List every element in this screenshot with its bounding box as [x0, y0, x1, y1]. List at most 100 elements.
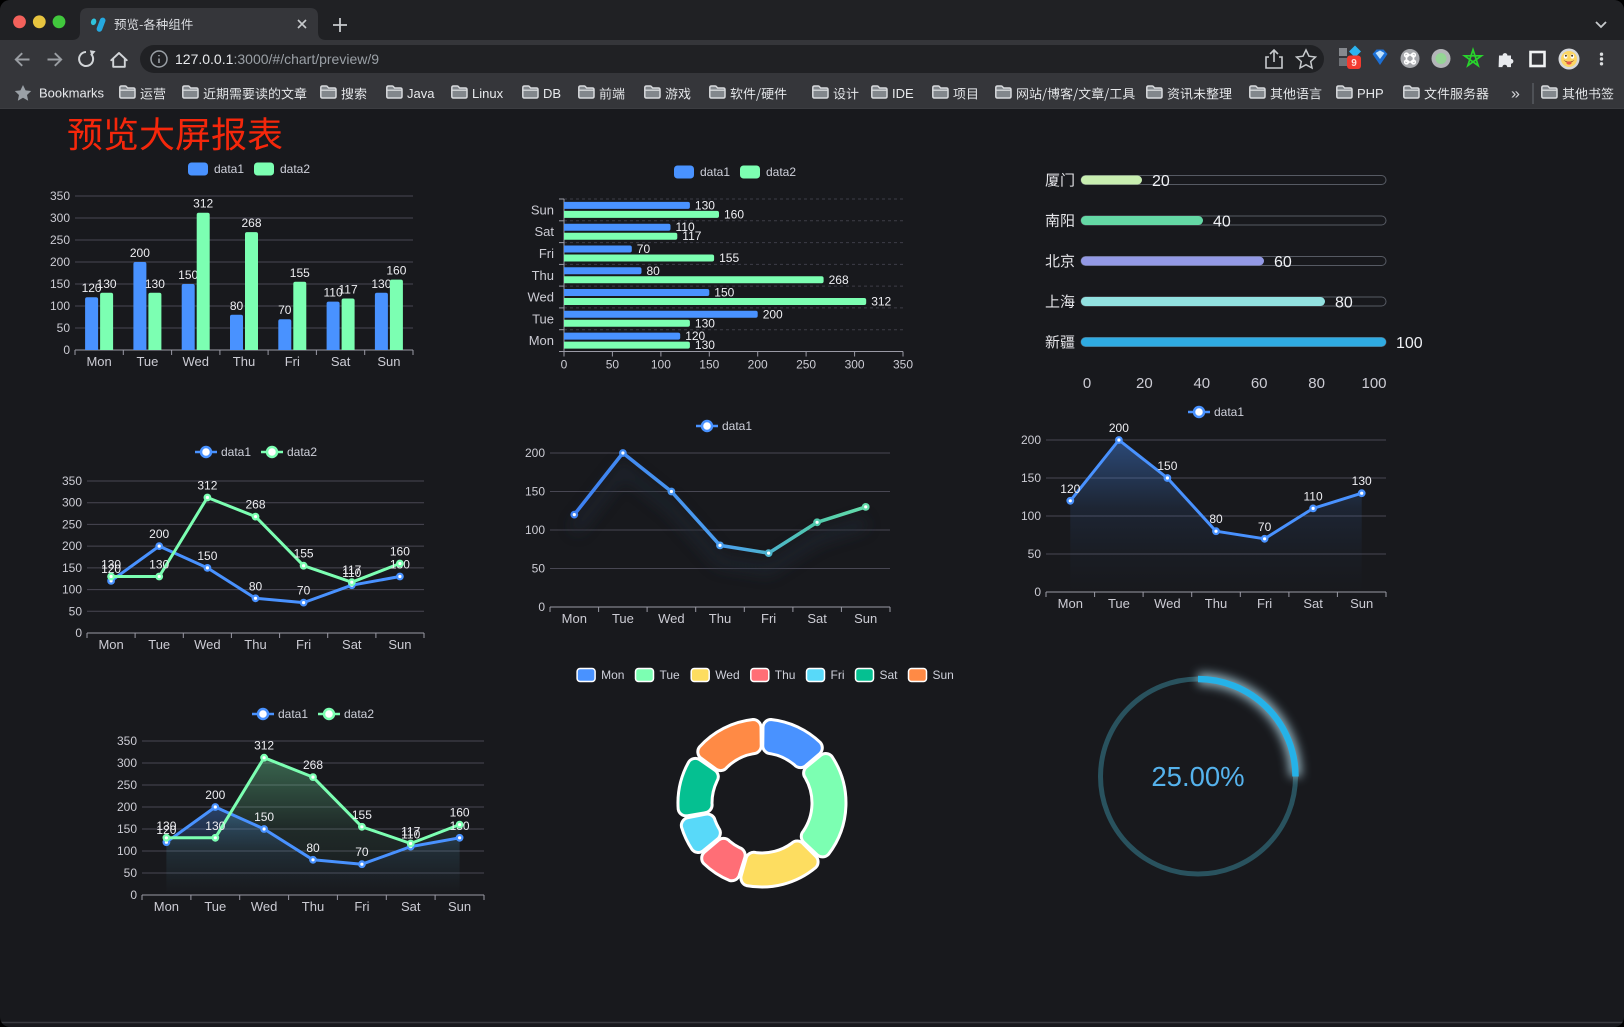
svg-text:130: 130 [97, 277, 117, 291]
svg-text:Fri: Fri [285, 354, 300, 369]
svg-text:150: 150 [178, 268, 198, 282]
svg-text:268: 268 [829, 273, 849, 287]
svg-text:Mon: Mon [529, 333, 554, 348]
svg-text:70: 70 [637, 242, 651, 256]
svg-text:Sat: Sat [331, 354, 351, 369]
svg-text:0: 0 [63, 343, 70, 357]
svg-text:350: 350 [117, 734, 137, 748]
svg-text:Sun: Sun [388, 637, 411, 652]
svg-text:130: 130 [156, 819, 176, 833]
svg-text:70: 70 [297, 584, 311, 598]
svg-text:0: 0 [130, 888, 137, 902]
svg-text:Thu: Thu [244, 637, 266, 652]
svg-text:155: 155 [290, 266, 310, 280]
svg-text:Fri: Fri [1257, 596, 1272, 611]
svg-text:Wed: Wed [194, 637, 221, 652]
svg-text:Sat: Sat [342, 637, 362, 652]
svg-text:130: 130 [695, 198, 715, 212]
svg-text:160: 160 [724, 207, 744, 221]
svg-text:160: 160 [386, 264, 406, 278]
svg-text:100: 100 [1396, 335, 1423, 352]
svg-text:Tue: Tue [660, 668, 681, 682]
svg-text:117: 117 [342, 563, 361, 577]
svg-text:Wed: Wed [658, 611, 685, 626]
svg-text:200: 200 [50, 255, 70, 269]
svg-text:Sun: Sun [531, 202, 554, 217]
svg-text:0: 0 [561, 358, 568, 372]
svg-text:Thu: Thu [233, 354, 255, 369]
svg-text:Wed: Wed [1154, 596, 1181, 611]
svg-text:200: 200 [1109, 421, 1129, 435]
svg-text:80: 80 [1335, 295, 1353, 312]
svg-text:80: 80 [1308, 375, 1325, 392]
svg-text:Fri: Fri [761, 611, 776, 626]
svg-text:60: 60 [1251, 375, 1268, 392]
svg-text:150: 150 [525, 485, 545, 499]
svg-text:80: 80 [249, 579, 263, 593]
svg-text:Sun: Sun [1350, 596, 1373, 611]
svg-text:100: 100 [1361, 375, 1386, 392]
svg-text:0: 0 [75, 626, 82, 640]
svg-text:312: 312 [197, 479, 217, 493]
svg-text:200: 200 [1021, 433, 1041, 447]
svg-text:Fri: Fri [354, 899, 369, 914]
svg-text:200: 200 [763, 307, 783, 321]
svg-text:312: 312 [871, 295, 891, 309]
svg-text:Sat: Sat [401, 899, 421, 914]
svg-text:9: 9 [1351, 58, 1357, 69]
svg-text:data2: data2 [766, 165, 796, 179]
svg-text:Thu: Thu [775, 668, 796, 682]
svg-text:25.00%: 25.00% [1151, 761, 1244, 792]
svg-text:120: 120 [685, 329, 705, 343]
svg-text:Sat: Sat [880, 668, 899, 682]
svg-text:110: 110 [1304, 489, 1323, 503]
svg-text:110: 110 [342, 566, 361, 580]
svg-text:80: 80 [647, 264, 661, 278]
svg-text:350: 350 [893, 358, 913, 372]
svg-text:200: 200 [149, 527, 169, 541]
svg-text:250: 250 [62, 517, 82, 531]
svg-text:Tue: Tue [148, 637, 170, 652]
svg-text:Sat: Sat [534, 224, 554, 239]
svg-text:50: 50 [532, 562, 546, 576]
svg-text:130: 130 [1352, 474, 1372, 488]
svg-text:Mon: Mon [98, 637, 123, 652]
svg-text:100: 100 [525, 523, 545, 537]
svg-text:250: 250 [50, 233, 70, 247]
svg-text:Tue: Tue [204, 899, 226, 914]
svg-text:200: 200 [525, 446, 545, 460]
svg-text:200: 200 [117, 800, 137, 814]
svg-text:300: 300 [50, 211, 70, 225]
svg-text:155: 155 [719, 251, 739, 265]
svg-text:130: 130 [145, 277, 165, 291]
svg-text:250: 250 [796, 358, 816, 372]
svg-text:100: 100 [50, 299, 70, 313]
svg-text:350: 350 [62, 474, 82, 488]
svg-text:120: 120 [1060, 482, 1080, 496]
svg-text:50: 50 [57, 321, 71, 335]
svg-text:130: 130 [695, 316, 715, 330]
svg-text:Mon: Mon [154, 899, 179, 914]
svg-text:200: 200 [130, 246, 150, 260]
svg-text:80: 80 [306, 841, 320, 855]
svg-text:200: 200 [205, 788, 225, 802]
svg-text:130: 130 [371, 277, 391, 291]
svg-text:120: 120 [156, 823, 176, 837]
svg-text:Bookmarks: Bookmarks [39, 86, 105, 101]
svg-text:130: 130 [695, 338, 715, 352]
svg-text:Wed: Wed [182, 354, 209, 369]
svg-text:250: 250 [117, 778, 137, 792]
svg-text:Sun: Sun [448, 899, 471, 914]
svg-text:20: 20 [1136, 375, 1153, 392]
svg-text:100: 100 [1021, 509, 1041, 523]
svg-text:300: 300 [62, 496, 82, 510]
svg-text:110: 110 [676, 220, 695, 234]
svg-text:117: 117 [401, 825, 420, 839]
svg-text:data2: data2 [280, 162, 310, 176]
svg-text:120: 120 [101, 562, 121, 576]
svg-text:300: 300 [845, 358, 865, 372]
svg-text:130: 130 [101, 558, 121, 572]
svg-text:150: 150 [714, 286, 734, 300]
svg-text:data1: data1 [221, 445, 251, 459]
svg-text:Sun: Sun [854, 611, 877, 626]
